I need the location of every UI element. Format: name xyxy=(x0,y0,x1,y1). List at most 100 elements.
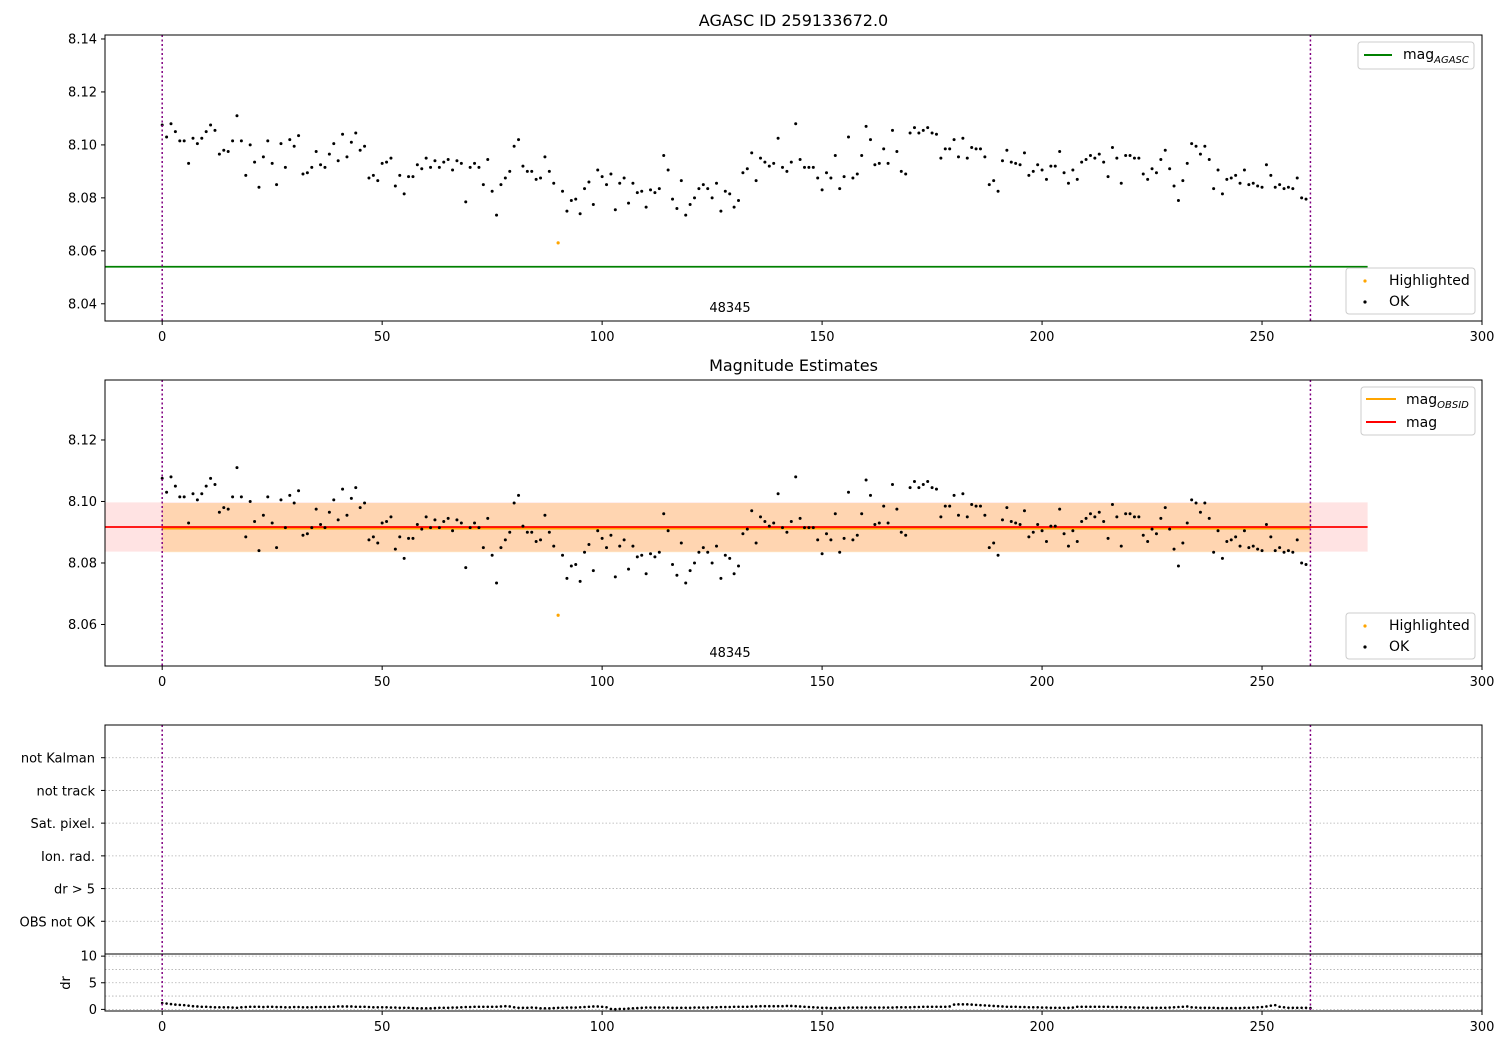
ok-point xyxy=(301,172,305,176)
dr-point xyxy=(182,1003,186,1007)
x-tick-label: 200 xyxy=(1030,1020,1055,1035)
dr-point xyxy=(464,1005,468,1009)
ok-point xyxy=(1176,199,1180,203)
ok-point xyxy=(970,503,974,507)
ok-point xyxy=(420,527,424,531)
ok-point xyxy=(1286,549,1290,553)
ok-point xyxy=(596,168,600,172)
ok-point xyxy=(820,188,824,192)
ok-point xyxy=(1159,157,1163,161)
dr-point xyxy=(363,1005,366,1009)
ok-point xyxy=(723,189,727,193)
x-tick-label: 250 xyxy=(1250,330,1275,345)
ok-point xyxy=(481,546,485,550)
ok-point xyxy=(244,173,248,177)
dr-point xyxy=(803,1005,806,1009)
ok-point xyxy=(1220,556,1224,560)
dr-point xyxy=(561,1006,564,1010)
dr-point xyxy=(627,1007,630,1010)
ok-point xyxy=(407,175,411,179)
dr-point xyxy=(1036,1005,1039,1009)
ok-point xyxy=(437,165,441,169)
ok-point xyxy=(1128,512,1132,516)
dr-point xyxy=(842,1006,846,1010)
dr-point xyxy=(248,1005,252,1009)
dr-point xyxy=(1212,1006,1215,1010)
ok-point xyxy=(798,516,802,520)
dr-point xyxy=(1199,1006,1202,1010)
ok-point xyxy=(701,183,705,187)
dr-point xyxy=(345,1005,349,1008)
ok-point xyxy=(675,206,679,210)
ok-point xyxy=(728,192,732,196)
dr-point xyxy=(636,1006,639,1010)
ok-point xyxy=(974,504,978,508)
ok-point xyxy=(851,176,855,180)
ok-point xyxy=(737,564,741,568)
dr-point xyxy=(943,1005,947,1009)
ok-point xyxy=(411,536,415,540)
ok-point xyxy=(750,151,754,155)
ok-point xyxy=(433,518,437,522)
dr-point xyxy=(218,1005,221,1009)
agasc-panel: AGASC ID 259133672.0 0 50 100 150 200 25… xyxy=(68,11,1494,345)
ok-point xyxy=(864,478,868,482)
dr-point xyxy=(952,1003,956,1006)
ok-point xyxy=(948,147,952,151)
ok-point xyxy=(697,187,701,191)
x-tick-label: 100 xyxy=(590,330,615,345)
ok-point xyxy=(1185,521,1189,525)
ok-point xyxy=(508,169,512,173)
dr-point xyxy=(578,1005,582,1009)
ok-point xyxy=(459,161,463,165)
dr-point xyxy=(429,1007,432,1010)
x-tick-label: 0 xyxy=(158,1020,166,1035)
ok-point xyxy=(433,159,437,163)
ok-point xyxy=(763,160,767,164)
ok-point xyxy=(934,487,938,491)
dr-point xyxy=(200,1005,204,1009)
ok-point xyxy=(442,160,446,164)
ok-point xyxy=(688,202,692,206)
dr-point xyxy=(1221,1006,1224,1010)
ok-point xyxy=(715,181,719,185)
dr-point xyxy=(732,1005,736,1009)
agasc-panel-title: AGASC ID 259133672.0 xyxy=(699,11,888,30)
ok-point xyxy=(1278,183,1282,187)
ok-point xyxy=(987,183,991,187)
dr-point xyxy=(965,1003,969,1006)
ok-point xyxy=(693,196,697,200)
dr-point xyxy=(1005,1005,1009,1009)
ok-point xyxy=(165,135,169,139)
dr-point xyxy=(1102,1005,1105,1009)
ok-point xyxy=(838,550,842,554)
ok-point xyxy=(552,181,556,185)
ok-point xyxy=(789,519,793,523)
dr-point xyxy=(592,1005,595,1008)
ok-point xyxy=(1154,532,1158,536)
ok-point xyxy=(253,519,257,523)
dr-point xyxy=(895,1005,899,1009)
ok-point xyxy=(1278,546,1282,550)
ok-point xyxy=(631,181,635,185)
ok-point xyxy=(1137,156,1141,160)
ok-point xyxy=(816,176,820,180)
dr-point xyxy=(596,1005,600,1008)
ok-point xyxy=(327,152,331,156)
dr-point xyxy=(640,1006,644,1010)
ok-point xyxy=(173,130,177,134)
ok-point xyxy=(829,176,833,180)
ok-point xyxy=(354,486,358,490)
ok-point xyxy=(1071,529,1075,533)
obsid-label: 48345 xyxy=(709,301,750,316)
ok-point xyxy=(415,523,419,527)
ok-point xyxy=(310,165,314,169)
ok-point xyxy=(662,153,666,157)
ok-point xyxy=(341,487,345,491)
dr-point xyxy=(1133,1006,1136,1009)
dr-point xyxy=(1172,1005,1176,1009)
ok-point xyxy=(961,492,965,496)
dr-point xyxy=(385,1005,388,1009)
dr-point xyxy=(1282,1005,1286,1009)
dr-point xyxy=(781,1004,784,1008)
